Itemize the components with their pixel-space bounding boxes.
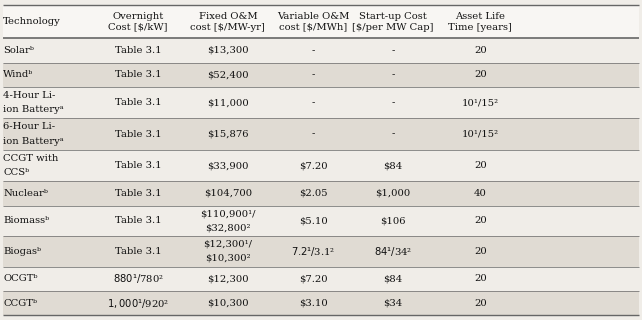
- Text: ion Batteryᵃ: ion Batteryᵃ: [3, 137, 64, 146]
- Text: Table 3.1: Table 3.1: [115, 70, 161, 79]
- Text: Table 3.1: Table 3.1: [115, 247, 161, 256]
- Text: Biomassᵇ: Biomassᵇ: [3, 216, 49, 225]
- Text: $84: $84: [383, 161, 403, 170]
- Bar: [3, 205, 639, 236]
- Text: 10¹/15²: 10¹/15²: [462, 98, 499, 107]
- Text: [$/per MW Cap]: [$/per MW Cap]: [352, 22, 433, 31]
- Text: Windᵇ: Windᵇ: [3, 70, 33, 79]
- Text: 6-Hour Li-: 6-Hour Li-: [3, 123, 55, 132]
- Text: 20: 20: [474, 299, 487, 308]
- Bar: [3, 5, 639, 38]
- Text: $3.10: $3.10: [299, 299, 327, 308]
- Bar: [3, 150, 639, 181]
- Text: -: -: [391, 46, 395, 55]
- Text: $7.20: $7.20: [299, 161, 327, 170]
- Text: $84¹/$34²: $84¹/$34²: [374, 245, 412, 258]
- Text: 20: 20: [474, 274, 487, 284]
- Text: Table 3.1: Table 3.1: [115, 46, 161, 55]
- Text: 20: 20: [474, 247, 487, 256]
- Text: CCSᵇ: CCSᵇ: [3, 168, 30, 177]
- Text: cost [$/MW-yr]: cost [$/MW-yr]: [191, 22, 265, 31]
- Text: -: -: [391, 130, 395, 139]
- Text: Table 3.1: Table 3.1: [115, 189, 161, 198]
- Text: CCGT with: CCGT with: [3, 154, 58, 163]
- Text: 20: 20: [474, 161, 487, 170]
- Text: $2.05: $2.05: [299, 189, 327, 198]
- Text: $33,900: $33,900: [207, 161, 248, 170]
- Text: Cost [$/kW]: Cost [$/kW]: [108, 22, 168, 31]
- Bar: [3, 38, 639, 63]
- Text: Start-up Cost: Start-up Cost: [359, 12, 427, 20]
- Text: -: -: [391, 70, 395, 79]
- Text: $11,000: $11,000: [207, 98, 249, 107]
- Text: Solarᵇ: Solarᵇ: [3, 46, 34, 55]
- Text: $5.10: $5.10: [299, 216, 327, 225]
- Text: $12,300: $12,300: [207, 274, 248, 284]
- Text: $880¹/$780²: $880¹/$780²: [112, 272, 164, 285]
- Text: -: -: [311, 130, 315, 139]
- Text: 10¹/15²: 10¹/15²: [462, 130, 499, 139]
- Text: Asset Life: Asset Life: [455, 12, 505, 20]
- Text: Table 3.1: Table 3.1: [115, 216, 161, 225]
- Text: $34: $34: [383, 299, 403, 308]
- Text: Table 3.1: Table 3.1: [115, 130, 161, 139]
- Text: $10,300²: $10,300²: [205, 254, 251, 263]
- Text: 20: 20: [474, 216, 487, 225]
- Text: $15,876: $15,876: [207, 130, 248, 139]
- Text: Table 3.1: Table 3.1: [115, 161, 161, 170]
- Text: $12,300¹/: $12,300¹/: [204, 240, 252, 249]
- Text: $13,300: $13,300: [207, 46, 248, 55]
- Text: $1,000: $1,000: [376, 189, 410, 198]
- Bar: [3, 63, 639, 87]
- Text: Technology: Technology: [3, 17, 61, 26]
- Text: $84: $84: [383, 274, 403, 284]
- Bar: [3, 181, 639, 205]
- Text: -: -: [311, 46, 315, 55]
- Text: $32,800²: $32,800²: [205, 223, 250, 232]
- Text: Variable O&M: Variable O&M: [277, 12, 349, 20]
- Text: $110,900¹/: $110,900¹/: [200, 209, 256, 218]
- Text: 40: 40: [474, 189, 487, 198]
- Bar: [3, 87, 639, 118]
- Text: CCGTᵇ: CCGTᵇ: [3, 299, 37, 308]
- Text: cost [$/MWh]: cost [$/MWh]: [279, 22, 347, 31]
- Text: $10,300: $10,300: [207, 299, 248, 308]
- Text: $104,700: $104,700: [204, 189, 252, 198]
- Text: $7.20: $7.20: [299, 274, 327, 284]
- Text: -: -: [311, 70, 315, 79]
- Text: 4-Hour Li-: 4-Hour Li-: [3, 91, 56, 100]
- Text: -: -: [391, 98, 395, 107]
- Text: ion Batteryᵃ: ion Batteryᵃ: [3, 105, 64, 114]
- Bar: [3, 118, 639, 150]
- Text: Fixed O&M: Fixed O&M: [198, 12, 257, 20]
- Text: 20: 20: [474, 70, 487, 79]
- Text: Nuclearᵇ: Nuclearᵇ: [3, 189, 48, 198]
- Text: $52,400: $52,400: [207, 70, 248, 79]
- Bar: [3, 291, 639, 315]
- Text: Table 3.1: Table 3.1: [115, 98, 161, 107]
- Text: -: -: [311, 98, 315, 107]
- Text: 20: 20: [474, 46, 487, 55]
- Text: Overnight: Overnight: [112, 12, 164, 20]
- Bar: [3, 236, 639, 267]
- Text: Time [years]: Time [years]: [448, 22, 512, 31]
- Text: OCGTᵇ: OCGTᵇ: [3, 274, 38, 284]
- Text: $106: $106: [380, 216, 406, 225]
- Bar: [3, 267, 639, 291]
- Text: $7.2¹/$3.1²: $7.2¹/$3.1²: [291, 245, 335, 258]
- Text: Biogasᵇ: Biogasᵇ: [3, 247, 41, 256]
- Text: $1,000¹/$920²: $1,000¹/$920²: [107, 297, 169, 309]
